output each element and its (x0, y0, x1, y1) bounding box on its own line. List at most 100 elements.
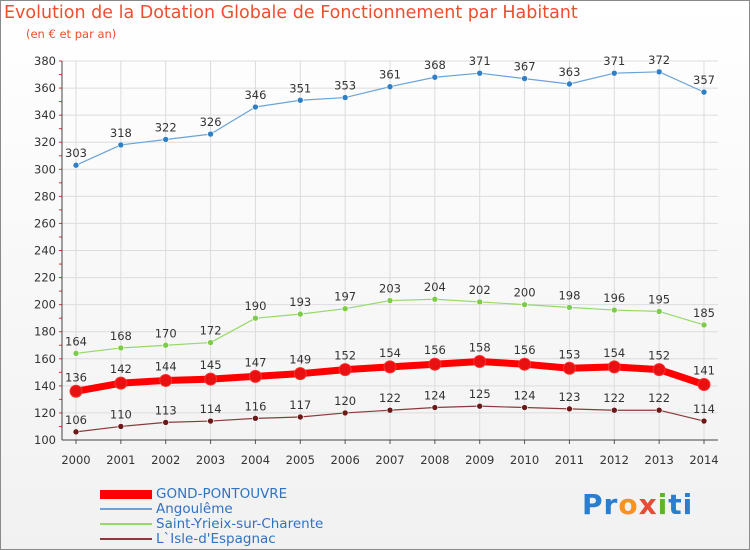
data-point (700, 417, 708, 425)
data-point (252, 415, 259, 422)
data-point (610, 306, 618, 314)
data-point (386, 83, 394, 91)
x-tick-label: 2010 (510, 453, 539, 467)
data-label: 200 (514, 286, 536, 300)
data-point (566, 80, 573, 88)
data-label: 303 (65, 146, 87, 160)
x-tick-label: 2003 (196, 453, 225, 467)
x-tick-label: 2007 (375, 453, 404, 467)
x-tick-label: 2002 (151, 453, 180, 467)
data-point (293, 367, 307, 381)
data-label: 147 (244, 355, 266, 369)
data-label: 351 (289, 81, 311, 95)
data-label: 152 (334, 349, 356, 363)
data-point (607, 360, 621, 374)
data-point (296, 310, 304, 318)
data-label: 372 (648, 53, 670, 67)
data-label: 198 (558, 288, 580, 302)
legend-item: GOND-PONTOUVRE (100, 486, 288, 502)
data-point (252, 103, 259, 111)
data-label: 322 (155, 121, 177, 135)
data-point (207, 130, 214, 138)
data-label: 117 (289, 398, 311, 412)
legend-item: L`Isle-d'Espagnac (100, 531, 276, 547)
data-point (338, 363, 352, 377)
data-label: 110 (110, 407, 132, 421)
data-point (341, 94, 349, 101)
data-label: 154 (379, 346, 401, 360)
x-tick-label: 2005 (286, 453, 315, 467)
data-point (476, 298, 484, 306)
data-label: 170 (155, 326, 177, 340)
chart-title: Evolution de la Dotation Globale de Fonc… (4, 3, 578, 23)
logo-letter: i (657, 488, 669, 521)
data-label: 193 (289, 295, 311, 309)
x-tick-label: 2011 (555, 453, 584, 467)
data-point (72, 161, 80, 169)
data-label: 190 (244, 299, 266, 313)
data-label: 153 (558, 347, 580, 361)
legend-swatch (100, 538, 152, 540)
data-label: 204 (424, 280, 446, 294)
logo-letter: i (682, 488, 694, 521)
logo-letter: x (638, 488, 658, 521)
logo-letter: r (603, 488, 619, 521)
data-label: 124 (424, 389, 446, 403)
data-point (72, 428, 80, 436)
data-label: 154 (603, 346, 625, 360)
data-point (431, 73, 439, 81)
logo-letter: t (668, 488, 683, 521)
legend-label: Saint-Yrieix-sur-Charente (156, 516, 324, 532)
y-tick-label: 340 (34, 108, 56, 122)
y-tick-label: 380 (34, 54, 56, 68)
logo-letter: P (582, 488, 604, 521)
data-label: 156 (514, 343, 536, 357)
y-tick-label: 180 (34, 325, 56, 339)
data-point (610, 406, 618, 414)
data-point (655, 308, 663, 315)
y-tick-label: 160 (34, 352, 56, 366)
data-point (610, 69, 618, 77)
data-point (341, 409, 349, 417)
data-point (652, 363, 666, 377)
data-point (700, 321, 708, 329)
data-label: 144 (155, 359, 177, 373)
data-label: 202 (469, 283, 491, 297)
data-point (521, 404, 528, 411)
data-label: 318 (110, 126, 132, 140)
data-point (518, 357, 532, 371)
data-label: 203 (379, 282, 401, 296)
legend-label: Angoulême (156, 501, 233, 517)
logo-letter: o (618, 488, 639, 521)
data-label: 346 (244, 88, 266, 102)
data-label: 124 (514, 389, 536, 403)
data-point (476, 69, 484, 77)
y-tick-label: 300 (34, 162, 56, 176)
data-point (521, 301, 528, 308)
y-tick-label: 140 (34, 379, 56, 393)
legend-label: GOND-PONTOUVRE (156, 486, 288, 502)
data-label: 122 (603, 391, 625, 405)
data-label: 371 (603, 54, 625, 68)
data-label: 114 (693, 402, 715, 416)
data-point (114, 376, 128, 390)
data-label: 116 (244, 399, 266, 413)
data-point (69, 384, 83, 398)
data-label: 197 (334, 290, 356, 304)
y-tick-label: 260 (34, 216, 56, 230)
data-point (341, 305, 349, 313)
data-point (117, 423, 125, 430)
data-point (566, 304, 573, 311)
data-label: 142 (110, 362, 132, 376)
data-label: 158 (469, 340, 491, 354)
data-label: 168 (110, 329, 132, 343)
data-label: 368 (424, 58, 446, 72)
data-point (476, 402, 484, 410)
data-point (252, 314, 259, 322)
y-tick-label: 320 (34, 135, 56, 149)
data-label: 113 (155, 403, 177, 417)
data-label: 123 (558, 390, 580, 404)
proxiti-logo: Proxiti (582, 488, 693, 521)
data-point (117, 141, 125, 149)
legend-item: Saint-Yrieix-sur-Charente (100, 516, 324, 532)
